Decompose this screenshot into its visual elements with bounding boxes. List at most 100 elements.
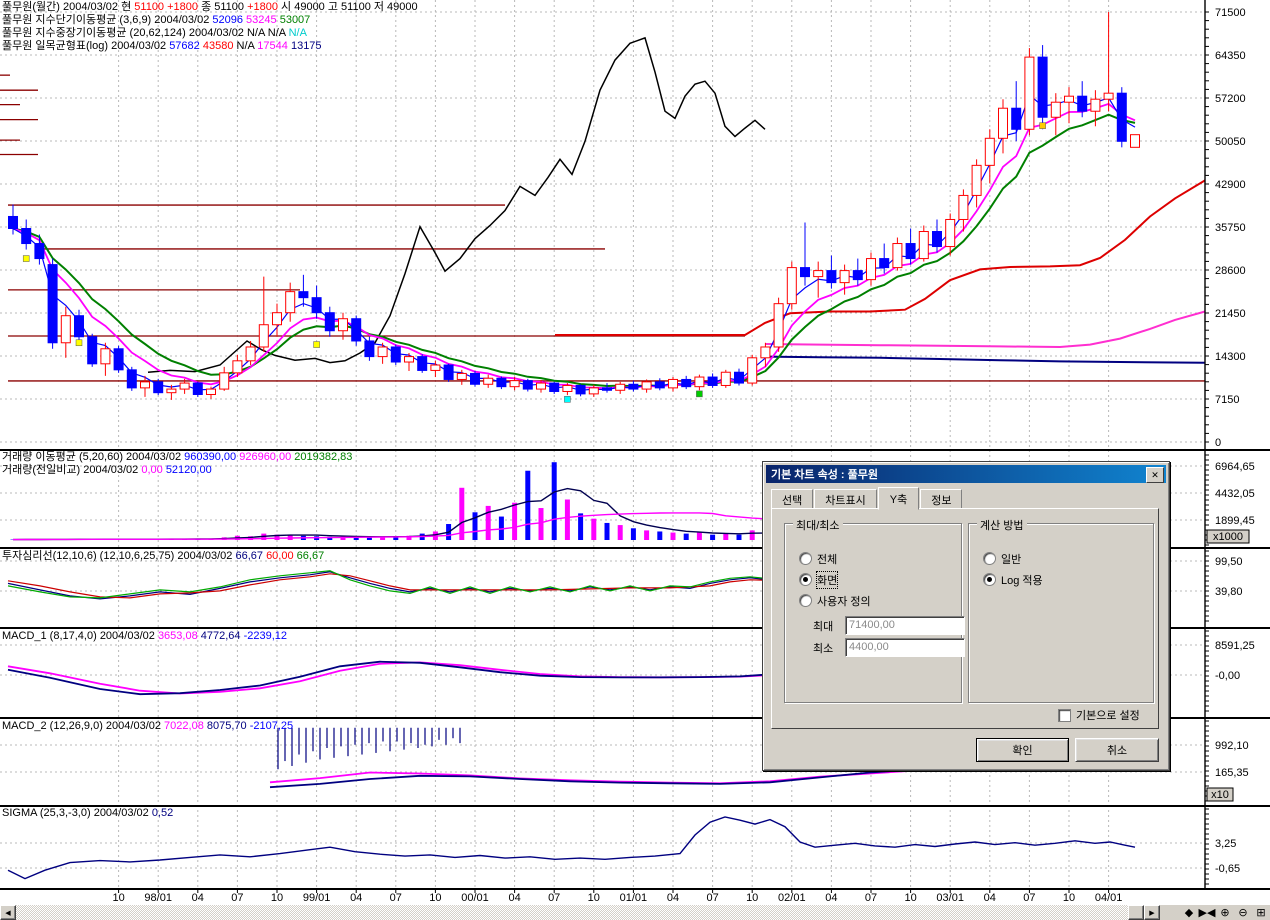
candle: [417, 356, 428, 371]
axis-label: 10: [746, 892, 758, 904]
radio-user-circle[interactable]: [799, 594, 812, 607]
axis-label: 01/01: [620, 892, 648, 904]
close-icon[interactable]: ✕: [1146, 467, 1164, 483]
axis-label: 04/01: [1095, 892, 1123, 904]
candle: [232, 360, 243, 374]
axis-label: 165,35: [1215, 767, 1249, 779]
axis-label: 07: [1023, 892, 1035, 904]
tab-info[interactable]: 정보: [920, 489, 963, 509]
axis-label: -0,65: [1215, 863, 1240, 875]
axis-label: 10: [429, 892, 441, 904]
candle: [100, 348, 111, 365]
scrollbar-track[interactable]: [16, 905, 1128, 920]
cancel-button[interactable]: 취소: [1075, 738, 1159, 762]
scroll-left-button[interactable]: ◀: [0, 905, 16, 920]
volume-unit-badge: [1206, 529, 1250, 544]
expand-horizontal-icon[interactable]: ◆: [1180, 905, 1198, 920]
volume-bar: [498, 516, 504, 540]
candle: [140, 381, 150, 389]
tab-select[interactable]: 선택: [771, 489, 814, 509]
candle: [245, 346, 256, 362]
set-default-label: 기본으로 설정: [1076, 710, 1140, 722]
scroll-right-button[interactable]: ▶: [1144, 905, 1160, 920]
candle: [852, 270, 863, 281]
set-default-checkbox-row[interactable]: 기본으로 설정: [1058, 707, 1140, 723]
scrollbar-thumb[interactable]: [1128, 905, 1144, 920]
volume-bar: [538, 508, 544, 540]
zoom-out-icon[interactable]: ⊖: [1234, 905, 1252, 920]
axis-label: 04: [192, 892, 204, 904]
ok-button[interactable]: 확인: [976, 738, 1069, 762]
min-field-row: 최소 4400,00: [813, 638, 965, 657]
candle: [192, 382, 203, 395]
candle: [404, 356, 414, 363]
candle: [786, 267, 797, 305]
axis-label: 10: [112, 892, 124, 904]
ema9-line: [12, 113, 1136, 388]
candle: [602, 387, 612, 391]
candle: [126, 369, 137, 389]
volume-bar: [657, 531, 663, 540]
radio-all[interactable]: 전체: [799, 552, 837, 566]
axis-label: 07: [390, 892, 402, 904]
axis-label: 07: [865, 892, 877, 904]
axis-label: -0,00: [1215, 670, 1240, 682]
minmax-groupbox: 최대/최소 전체 화면 사용자 정의 최대 71400,00: [784, 517, 965, 703]
volume-bar: [617, 525, 623, 540]
radio-screen[interactable]: 화면: [799, 570, 839, 589]
candle: [1037, 56, 1048, 118]
candlesticks[interactable]: [8, 11, 1140, 403]
radio-normal-label: 일반: [1001, 553, 1022, 566]
tab-chart-display[interactable]: 차트표시: [814, 489, 877, 509]
volume-bar: [630, 528, 636, 540]
candle: [773, 303, 784, 348]
set-default-checkbox[interactable]: [1058, 708, 1071, 722]
min-input[interactable]: 4400,00: [845, 638, 965, 657]
calc-group-label: 계산 방법: [977, 517, 1027, 533]
candle: [826, 270, 837, 284]
candle: [562, 384, 573, 392]
axis-label: 0: [1215, 437, 1221, 449]
candle: [945, 218, 956, 248]
candle: [998, 107, 1008, 139]
axis-label: 07: [548, 892, 560, 904]
axis-label: 04: [508, 892, 520, 904]
candle: [615, 383, 626, 391]
volume-bar: [525, 470, 531, 540]
candle: [984, 137, 995, 166]
volume-bar: [670, 532, 676, 540]
candle: [364, 340, 375, 358]
radio-log-circle[interactable]: [983, 573, 996, 586]
compress-horizontal-icon[interactable]: ▶◀: [1198, 905, 1216, 920]
candle: [1130, 134, 1140, 148]
candle: [654, 381, 665, 389]
dialog-title-bar[interactable]: 기본 차트 속성 : 풀무원 ✕: [766, 465, 1166, 483]
candle: [1011, 107, 1022, 130]
candle: [958, 194, 969, 220]
axis-label: 10: [271, 892, 283, 904]
candle: [905, 243, 916, 260]
candle: [456, 372, 467, 380]
radio-all-circle[interactable]: [799, 552, 812, 565]
radio-screen-circle[interactable]: [799, 573, 812, 586]
grid-icon[interactable]: ⊞: [1252, 905, 1270, 920]
axis-label: 21450: [1215, 308, 1246, 320]
candle: [932, 231, 942, 248]
volume-bar: [749, 530, 755, 540]
leading-span-line: [764, 310, 1206, 349]
radio-normal[interactable]: 일반: [983, 552, 1022, 566]
radio-normal-circle[interactable]: [983, 552, 996, 565]
signal-marker: [75, 339, 83, 347]
max-input[interactable]: 71400,00: [845, 616, 965, 635]
candle: [918, 231, 929, 260]
candle: [1024, 56, 1035, 130]
max-field-row: 최대 71400,00: [813, 616, 965, 635]
zoom-in-icon[interactable]: ⊕: [1216, 905, 1234, 920]
volume-bar: [274, 534, 280, 540]
radio-log[interactable]: Log 적용: [983, 573, 1043, 587]
tab-y-axis[interactable]: Y축: [877, 487, 920, 510]
axis-label: 04: [667, 892, 679, 904]
radio-user-defined[interactable]: 사용자 정의: [799, 594, 871, 608]
candle: [219, 372, 230, 390]
